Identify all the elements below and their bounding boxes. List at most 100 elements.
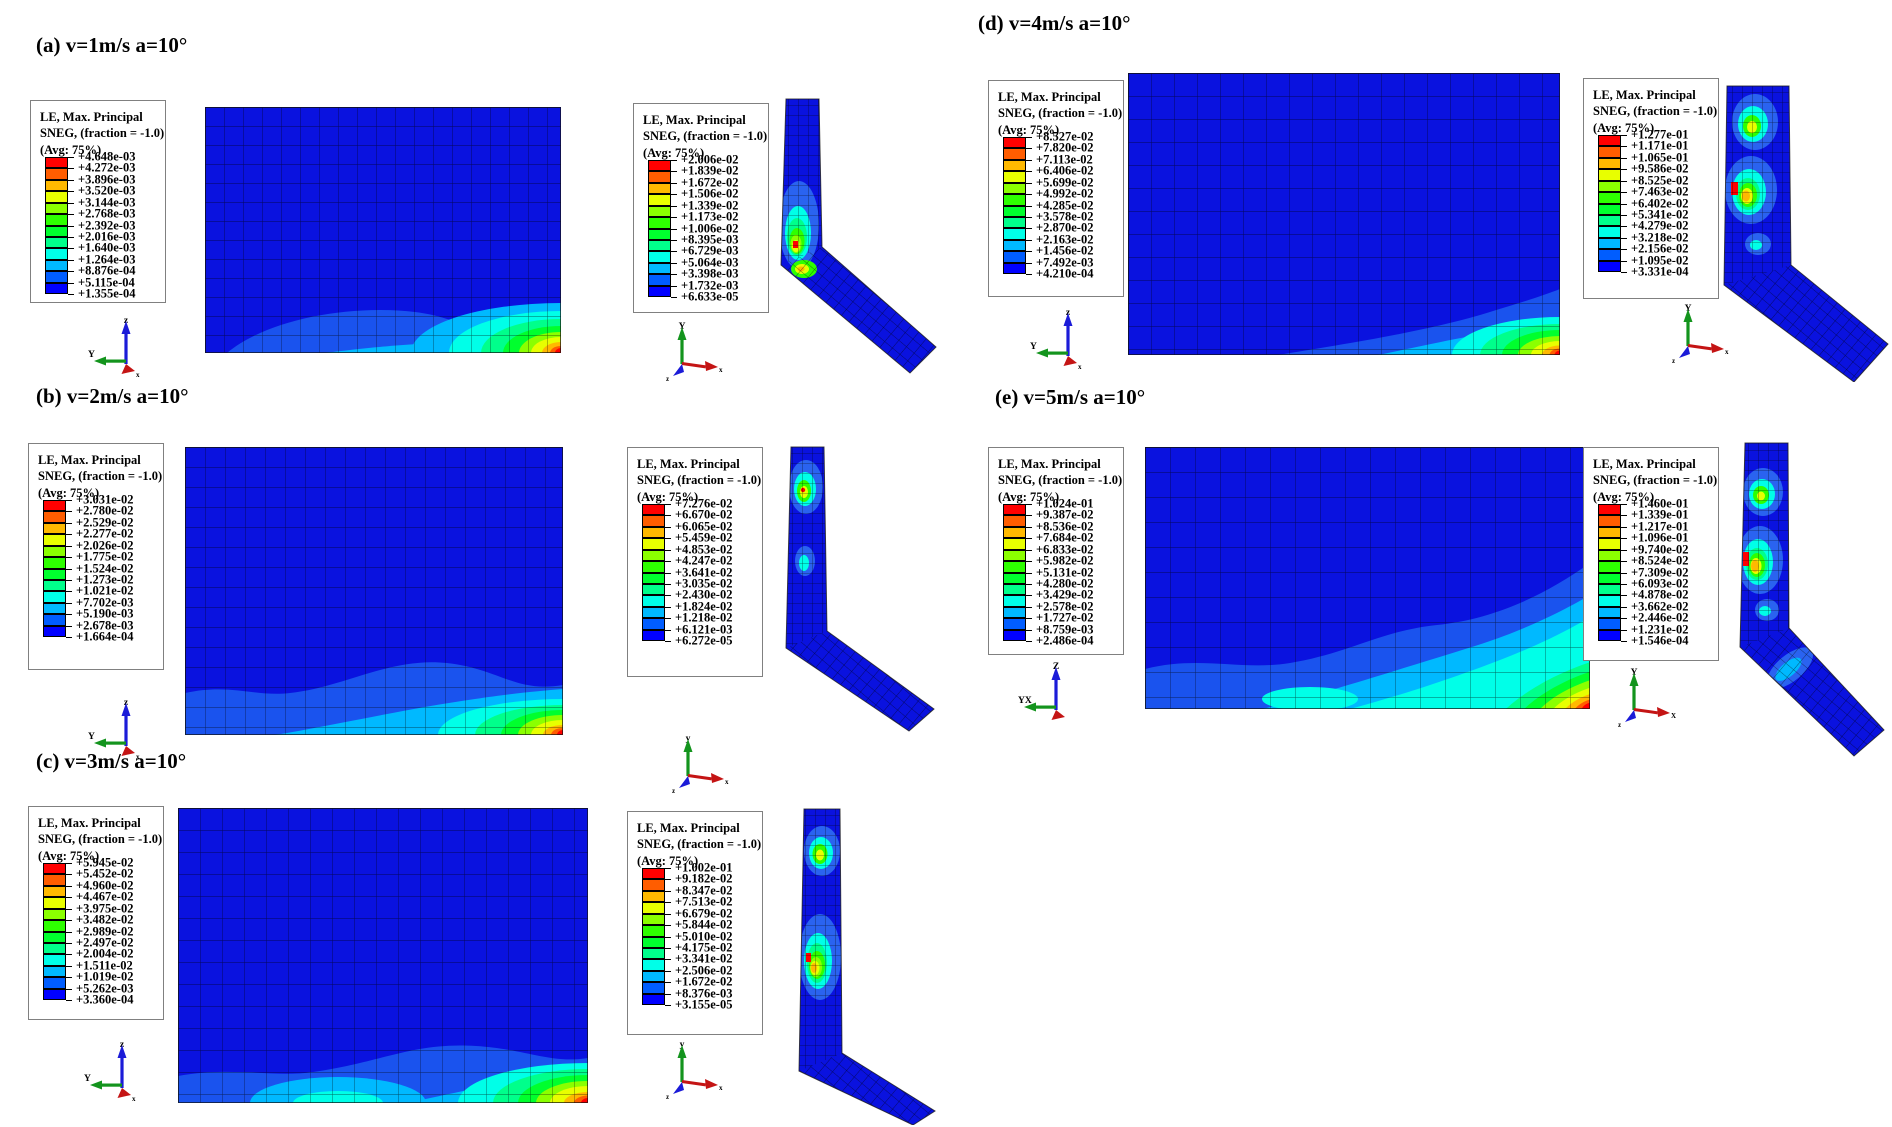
scale-swatch (642, 606, 665, 619)
svg-text:Y: Y (1030, 342, 1037, 352)
scale-tick (1026, 606, 1032, 608)
scale-swatch (45, 225, 68, 237)
scale-value: +6.670e-02 (675, 507, 733, 522)
scale-value: +3.155e-05 (675, 997, 733, 1012)
legend-header: LE, Max. Principal SNEG, (fraction = -1.0… (628, 812, 762, 869)
scale-value: +9.740e-02 (1631, 542, 1689, 557)
legend-header-line: SNEG, (fraction = -1.0) (38, 832, 163, 847)
scale-tick (66, 863, 72, 864)
scale-tick (1621, 237, 1627, 239)
legend-header-line: LE, Max. Principal (40, 110, 143, 124)
scale-swatch (648, 160, 671, 172)
panel-title: (b) v=2m/s a=10° (36, 384, 189, 408)
axis-triad-side: Y x z (1668, 302, 1730, 369)
panel-title: (e) v=5m/s a=10° (995, 385, 1146, 409)
svg-text:x: x (719, 366, 723, 374)
scale-tick (66, 637, 72, 639)
contour-plot-side (785, 446, 935, 732)
scale-swatch (1598, 526, 1621, 539)
color-scale: +1.460e-01 +1.339e-01 +1.217e-01 +1.096e-01… (1598, 497, 1708, 654)
scale-value: +5.115e-04 (78, 275, 135, 290)
scale-swatch (43, 579, 66, 592)
scale-value: +2.163e-02 (1036, 232, 1094, 247)
scale-swatch (1003, 572, 1026, 584)
scale-swatch (1003, 205, 1026, 217)
scale-value: +1.775e-02 (76, 549, 134, 564)
scale-swatch (1598, 135, 1621, 147)
scale-value: +3.144e-03 (78, 195, 136, 210)
scale-value: +2.156e-02 (1631, 241, 1689, 256)
scale-swatch (1598, 180, 1621, 193)
scale-tick (1026, 274, 1032, 276)
contour-legend-front: LE, Max. Principal SNEG, (fraction = -1.0… (28, 443, 164, 670)
scale-swatch (1598, 169, 1621, 181)
scale-swatch (1598, 606, 1621, 619)
scale-value: +4.992e-02 (1036, 186, 1094, 201)
scale-tick (1621, 135, 1627, 136)
scale-value: +6.833e-02 (1036, 542, 1094, 557)
scale-tick (665, 993, 671, 995)
scale-value: +2.497e-02 (76, 935, 134, 950)
scale-value: +5.452e-02 (76, 866, 134, 881)
scale-value: +8.525e-02 (1631, 173, 1689, 188)
scale-value: +4.467e-02 (76, 889, 134, 904)
scale-tick (66, 591, 72, 593)
scale-tick (1621, 595, 1627, 597)
scale-swatch (1598, 157, 1621, 170)
scale-swatch (43, 931, 66, 943)
scale-tick (66, 965, 72, 967)
scale-value: +1.231e-02 (1631, 622, 1689, 637)
scale-tick (671, 251, 677, 253)
scale-swatch (1598, 595, 1621, 607)
scale-value: +1.024e-01 (1036, 496, 1094, 511)
legend-header-line: (Avg: 75%) (998, 489, 1060, 504)
contour-legend-front: LE, Max. Principal SNEG, (fraction = -1.0… (28, 806, 164, 1020)
scale-tick (68, 259, 74, 261)
scale-tick (66, 534, 72, 536)
scale-tick (1621, 515, 1627, 517)
legend-header-line: LE, Max. Principal (38, 816, 141, 830)
scale-value: +1.171e-01 (1631, 138, 1689, 153)
legend-header-line: SNEG, (fraction = -1.0) (637, 473, 762, 488)
svg-text:y: y (686, 734, 691, 744)
scale-swatch (642, 595, 665, 607)
scale-tick (1026, 504, 1032, 505)
scale-value: +5.844e-02 (675, 917, 733, 932)
scale-tick (1026, 148, 1032, 150)
color-scale: +1.002e-01 +9.182e-02 +8.347e-02 +7.513e-02… (642, 861, 752, 1018)
scale-value: +1.672e-02 (675, 974, 733, 989)
scale-swatch (43, 874, 66, 886)
scale-tick (66, 625, 72, 627)
scale-value: +2.430e-02 (675, 587, 733, 602)
contour-legend-side: LE, Max. Principal SNEG, (fraction = -1.0… (633, 103, 769, 313)
legend-header-line: SNEG, (fraction = -1.0) (643, 129, 768, 144)
scale-tick (1026, 641, 1032, 643)
scale-tick (665, 936, 671, 938)
scale-tick (68, 168, 74, 170)
scale-tick (1026, 137, 1032, 138)
scale-tick (66, 874, 72, 876)
svg-text:z: z (120, 1040, 125, 1050)
scale-swatch (642, 902, 665, 914)
scale-swatch (1598, 504, 1621, 516)
svg-text:x: x (136, 371, 140, 378)
scale-swatch (1003, 262, 1026, 275)
scale-tick (1621, 572, 1627, 574)
color-scale: +8.527e-02 +7.820e-02 +7.113e-02 +6.406e-02… (1003, 130, 1113, 287)
axis-triad-icon: y x z (666, 1040, 723, 1101)
scale-swatch (43, 977, 66, 989)
scale-swatch (1003, 538, 1026, 550)
scale-value: +2.446e-02 (1631, 610, 1689, 625)
legend-header-line: (Avg: 75%) (40, 142, 102, 157)
scale-tick (1621, 146, 1627, 148)
scale-value: +2.870e-02 (1036, 220, 1094, 235)
scale-value: +3.398e-03 (681, 266, 739, 281)
scale-value: +1.456e-02 (1036, 243, 1094, 258)
legend-header-line: (Avg: 75%) (637, 489, 699, 504)
legend-header-line: SNEG, (fraction = -1.0) (40, 126, 165, 141)
scale-value: +2.277e-02 (76, 526, 134, 541)
color-scale: +1.277e-01 +1.171e-01 +1.065e-01 +9.586e-02… (1598, 128, 1708, 285)
scale-tick (1621, 214, 1627, 216)
scale-value: +2.780e-02 (76, 503, 134, 518)
